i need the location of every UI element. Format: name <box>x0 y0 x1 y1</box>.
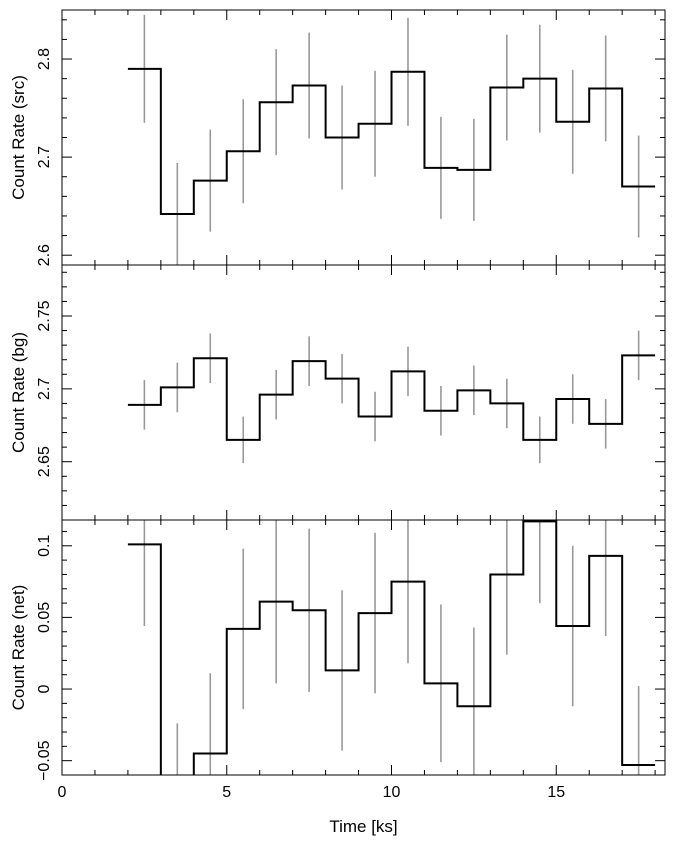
y-tick-label-net-3: 0.1 <box>36 535 53 557</box>
plot-frame-net <box>61 519 666 776</box>
y-tick-label-src-0: 2.6 <box>36 244 53 266</box>
series-line-bg <box>127 354 656 441</box>
y-tick-label-net-0: −0.05 <box>36 740 53 781</box>
panels: 2.6 2.7 2.8 Count Rate (src) 2.65 2.7 2.75 Coun… <box>9 9 666 836</box>
y-tick-label-net-2: 0.05 <box>36 602 53 633</box>
y-tick-label-bg-2: 2.75 <box>36 300 53 331</box>
y-tick-label-bg-1: 2.7 <box>36 378 53 400</box>
y-axis-title-src: Count Rate (src) <box>9 75 28 200</box>
series-line-src <box>127 67 656 215</box>
y-axis-title-net: Count Rate (net) <box>9 585 28 711</box>
y-tick-label-net-1: 0 <box>36 684 53 693</box>
x-tick-label-3: 15 <box>547 784 565 801</box>
x-tick-label-0: 0 <box>58 784 67 801</box>
plot-frame-src <box>61 9 666 266</box>
panel-net: −0.05 0 0.05 0.1 Count Rate (net) 0 5 10 15 Time … <box>9 519 666 836</box>
y-tick-label-src-2: 2.8 <box>36 48 53 70</box>
panel-src: 2.6 2.7 2.8 Count Rate (src) <box>9 9 666 266</box>
y-tick-label-bg-0: 2.65 <box>36 446 53 477</box>
y-axis-title-bg: Count Rate (bg) <box>9 332 28 453</box>
plot-frame-bg <box>61 264 666 521</box>
y-tick-label-src-1: 2.7 <box>36 146 53 168</box>
panel-bg: 2.65 2.7 2.75 Count Rate (bg) <box>9 264 666 521</box>
plot-area-net <box>127 520 656 775</box>
x-tick-label-2: 10 <box>383 784 401 801</box>
x-tick-label-1: 5 <box>222 784 231 801</box>
plot-area-bg <box>127 330 656 464</box>
plot-area-src <box>127 14 656 265</box>
x-axis-title: Time [ks] <box>329 817 397 836</box>
series-line-net <box>127 520 656 775</box>
